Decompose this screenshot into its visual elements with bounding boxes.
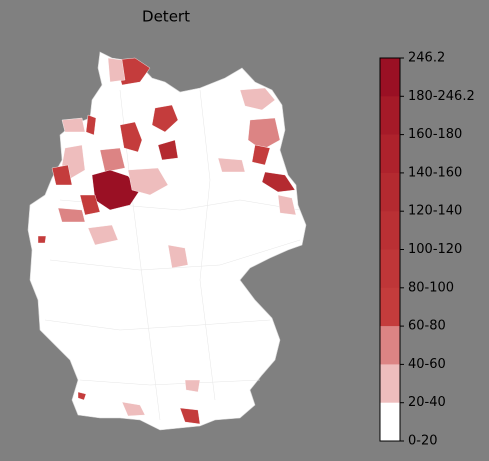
colorbar-band	[380, 402, 400, 442]
colorbar-label: 160-180	[408, 127, 462, 142]
colorbar-band	[380, 364, 400, 403]
colorbar-label: 20-40	[408, 395, 446, 410]
colorbar-band	[380, 249, 400, 289]
colorbar-band	[380, 96, 400, 135]
colorbar: 246.2 180-246.2 160-180 140-160 120-140 100-1…	[379, 51, 475, 449]
colorbar-label: 40-60	[408, 357, 446, 372]
country-outline	[27, 51, 307, 431]
colorbar-label: 0-20	[408, 434, 438, 449]
map-title: Detert	[142, 8, 190, 26]
colorbar-label: 100-120	[408, 242, 462, 257]
district-patterns	[44, 89, 301, 421]
colorbar-band	[380, 211, 400, 250]
colorbar-band	[380, 326, 400, 365]
colorbar-label: 120-140	[408, 204, 462, 219]
highlighted-districts	[37, 57, 297, 425]
colorbar-band	[380, 287, 400, 327]
colorbar-band	[380, 134, 400, 174]
colorbar-label: 60-80	[408, 319, 446, 334]
colorbar-label: 180-246.2	[408, 89, 475, 104]
germany-map	[27, 51, 307, 431]
colorbar-label: 140-160	[408, 165, 462, 180]
colorbar-label: 246.2	[408, 51, 445, 66]
colorbar-label: 80-100	[408, 280, 454, 295]
colorbar-band	[380, 58, 400, 97]
colorbar-band	[380, 172, 400, 212]
